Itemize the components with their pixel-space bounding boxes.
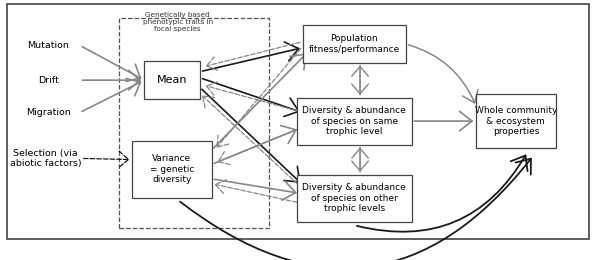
Text: Diversity & abundance
of species on same
trophic level: Diversity & abundance of species on same… [302,106,406,136]
FancyArrowPatch shape [409,45,478,103]
FancyArrowPatch shape [352,67,368,95]
FancyArrowPatch shape [202,79,299,116]
FancyArrowPatch shape [82,47,141,81]
Text: Migration: Migration [26,108,71,117]
Text: Population
fitness/performance: Population fitness/performance [308,34,400,54]
FancyArrowPatch shape [214,126,296,163]
FancyArrowPatch shape [206,42,300,70]
Text: Diversity & abundance
of species on other
trophic levels: Diversity & abundance of species on othe… [302,183,406,213]
FancyArrowPatch shape [415,111,472,131]
FancyArrowPatch shape [82,70,140,90]
Bar [303,25,406,63]
FancyArrowPatch shape [352,147,368,171]
Text: Whole community
& ecosystem
properties: Whole community & ecosystem properties [474,106,557,136]
Bar [144,61,200,99]
FancyArrowPatch shape [82,79,141,111]
FancyArrowPatch shape [357,155,528,232]
Bar [297,98,412,145]
Text: Selection (via
abiotic factors): Selection (via abiotic factors) [9,149,81,168]
Text: Mutation: Mutation [27,41,69,50]
FancyArrowPatch shape [352,148,368,172]
Text: Genetically based
phenotypic traits in
focal species: Genetically based phenotypic traits in f… [143,11,213,31]
Bar [119,17,269,228]
FancyArrowPatch shape [352,66,368,94]
FancyArrowPatch shape [213,54,306,148]
FancyArrowPatch shape [214,179,296,200]
Text: Drift: Drift [38,76,59,85]
FancyArrowPatch shape [202,89,299,182]
FancyArrowPatch shape [203,42,299,71]
Text: Variance
= genetic
diversity: Variance = genetic diversity [149,154,194,184]
FancyArrowPatch shape [217,49,301,147]
Bar [476,94,556,148]
Bar [297,175,412,222]
Bar [132,141,212,198]
FancyArrowPatch shape [206,82,297,111]
FancyArrowPatch shape [203,96,298,184]
FancyArrowPatch shape [84,151,129,168]
FancyArrowPatch shape [180,159,531,260]
FancyArrowPatch shape [215,180,297,202]
Text: Mean: Mean [157,75,187,85]
FancyArrowPatch shape [218,129,297,165]
